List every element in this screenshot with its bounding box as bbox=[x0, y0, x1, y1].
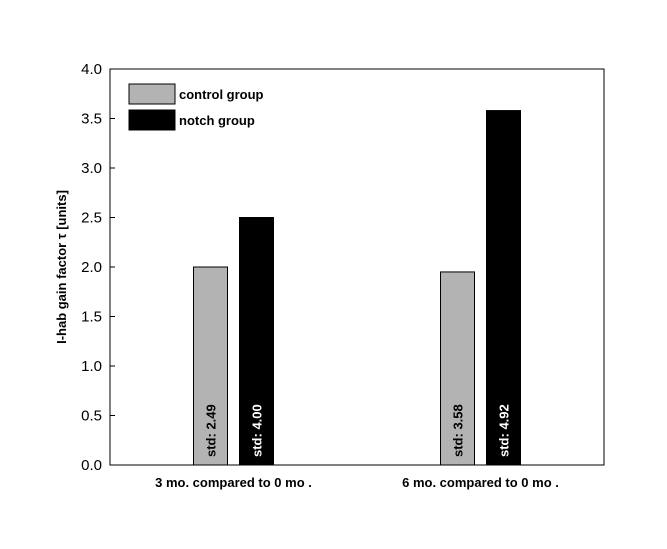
legend-swatch-notch-group bbox=[128, 109, 176, 131]
bar-std-label: std: 3.58 bbox=[451, 404, 466, 457]
legend-swatch-control-group bbox=[128, 83, 176, 105]
legend-label-control-group: control group bbox=[179, 87, 264, 102]
y-tick-label: 0.0 bbox=[81, 457, 102, 474]
y-tick-label: 4.0 bbox=[81, 61, 102, 78]
bars bbox=[193, 110, 521, 466]
bar-notch-group-1 bbox=[239, 217, 274, 466]
labels: std: 2.49 std: 4.00 3 mo. compared to 0 mo… bbox=[155, 404, 559, 490]
bar-std-label: std: 4.92 bbox=[497, 404, 512, 457]
y-tick-label: 3.0 bbox=[81, 160, 102, 177]
y-tick-label: 1.0 bbox=[81, 358, 102, 375]
y-tick-label: 3.5 bbox=[81, 111, 102, 128]
y-tick-label: 0.5 bbox=[81, 408, 102, 425]
bar-control-group-1 bbox=[193, 266, 228, 466]
y-tick-label: 2.5 bbox=[81, 210, 102, 227]
plot-frame bbox=[109, 68, 605, 466]
x-category-label: 6 mo. compared to 0 mo . bbox=[402, 475, 559, 490]
y-tick-label: 1.5 bbox=[81, 309, 102, 326]
bar-std-label: std: 4.00 bbox=[250, 404, 265, 457]
bar-notch-group-2 bbox=[486, 110, 521, 466]
bar-control-group-2 bbox=[440, 271, 475, 466]
legend-label-notch-group: notch group bbox=[179, 113, 255, 128]
x-category-label: 3 mo. compared to 0 mo . bbox=[155, 475, 312, 490]
bar-std-label: std: 2.49 bbox=[204, 404, 219, 457]
legend: control group notch group bbox=[128, 83, 264, 131]
y-tick-label: 2.0 bbox=[81, 259, 102, 276]
y-axis-title: I-hab gain factor τ [units] bbox=[54, 190, 69, 344]
axes: 0.0 0.5 1.0 1.5 2.0 2.5 3.0 3.5 4.0 I-hab gain fa… bbox=[54, 61, 605, 474]
